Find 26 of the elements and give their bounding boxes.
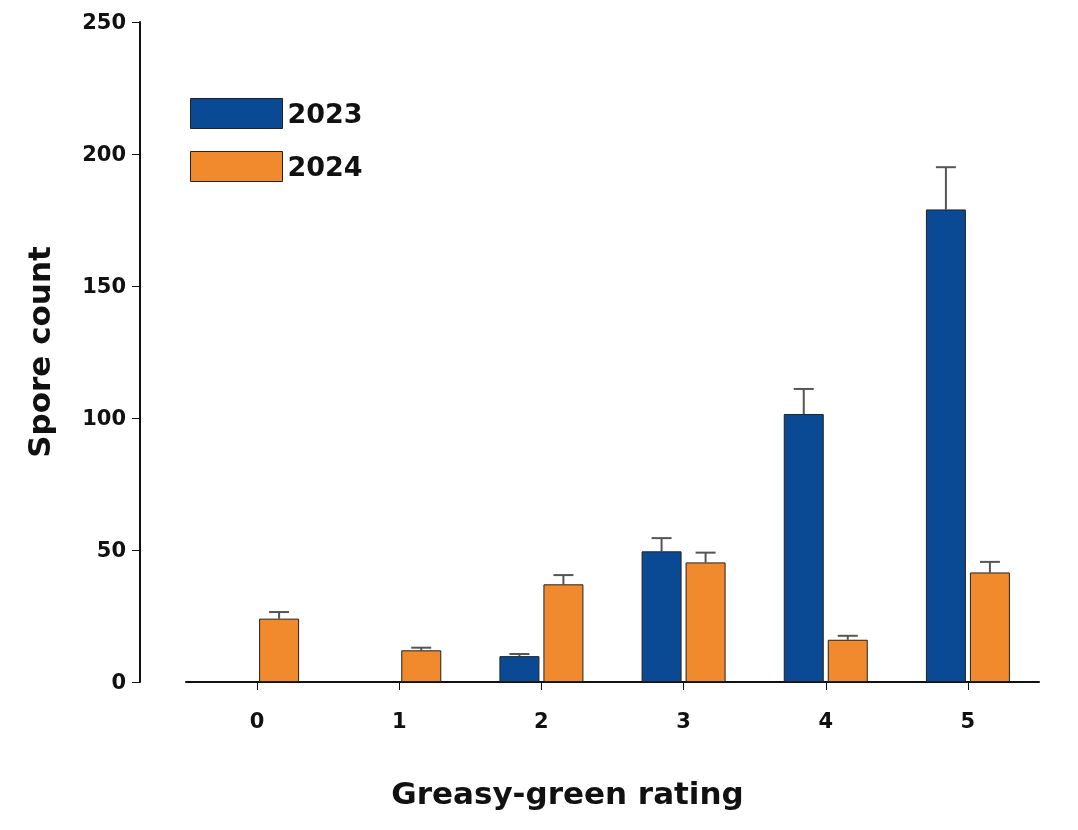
x-tick-label: 1 bbox=[391, 708, 407, 733]
bar bbox=[543, 584, 584, 682]
y-tick-label: 0 bbox=[111, 670, 126, 694]
bar bbox=[969, 572, 1010, 682]
x-axis-title: Greasy-green rating bbox=[391, 774, 744, 811]
y-axis-title: Spore count bbox=[20, 246, 57, 458]
y-tick-label: 100 bbox=[82, 406, 126, 430]
y-tick-label: 150 bbox=[82, 274, 126, 298]
legend-label: 2024 bbox=[287, 151, 363, 182]
bar bbox=[259, 618, 300, 682]
y-tick-label: 200 bbox=[82, 142, 126, 166]
bar bbox=[401, 650, 442, 682]
x-tick-label: 0 bbox=[249, 708, 265, 733]
bar bbox=[641, 551, 682, 682]
bar bbox=[685, 562, 726, 682]
bar bbox=[827, 639, 868, 682]
y-tick-label: 50 bbox=[96, 538, 126, 562]
bar bbox=[783, 414, 824, 682]
legend-label: 2023 bbox=[287, 98, 363, 129]
x-tick-label: 3 bbox=[676, 708, 691, 733]
x-tick-label: 2 bbox=[534, 708, 549, 733]
x-tick-label: 4 bbox=[818, 708, 834, 733]
bar bbox=[499, 656, 540, 682]
y-tick-label: 250 bbox=[82, 10, 126, 34]
bar bbox=[925, 209, 966, 682]
x-tick-label: 5 bbox=[960, 708, 976, 733]
